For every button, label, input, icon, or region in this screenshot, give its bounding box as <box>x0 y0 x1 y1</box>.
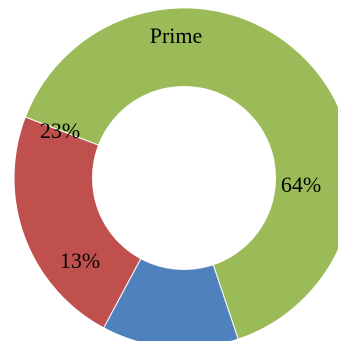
donut-hole <box>92 86 276 270</box>
slice-label-13: 13% <box>60 248 100 273</box>
slice-label-64: 64% <box>281 172 321 197</box>
chart-annotation: Prime <box>150 23 203 48</box>
slice-label-23: 23% <box>40 118 80 143</box>
slice-labels: 64% 13% 23% <box>40 118 321 273</box>
